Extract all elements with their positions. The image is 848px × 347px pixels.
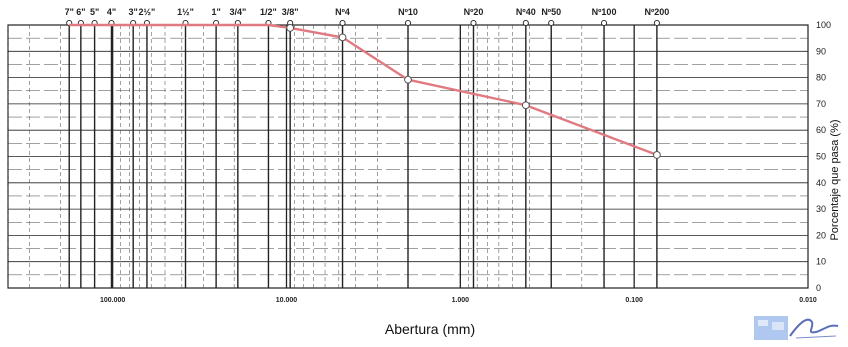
- y-tick-label: 10: [816, 257, 826, 267]
- y-tick-label: 60: [816, 125, 826, 135]
- sieve-marker: [404, 19, 412, 27]
- sieve-marker: [653, 19, 660, 27]
- data-point: [286, 23, 295, 32]
- sieve-label: Nº40: [516, 7, 536, 17]
- sieve-label: 6": [76, 7, 85, 17]
- y-tick-labels: 0 10 20 30 40 50 60 70 80 90 100: [816, 20, 831, 293]
- y-tick-label: 40: [816, 178, 826, 188]
- y-tick-label: 70: [816, 99, 826, 109]
- y-tick-label: 50: [816, 152, 826, 162]
- sieve-label: 3": [129, 7, 138, 17]
- x-axis-title: Abertura (mm): [385, 321, 475, 337]
- sieve-marker: [522, 19, 529, 27]
- data-point: [338, 33, 347, 42]
- data-point: [521, 101, 530, 110]
- grid: [7, 24, 809, 289]
- sieve-label: Nº20: [464, 7, 484, 17]
- sieve-labels: 7" 6" 5" 4" 3" 2½" 1½" 1" 3/4" 1/2" 3/8" Nº4 Nº10 Nº2…: [65, 7, 669, 27]
- x-tick-label: 100.000: [100, 297, 125, 304]
- sieve-label: 1": [211, 7, 220, 17]
- series-polyline: [69, 23, 658, 157]
- sieve-label: Nº4: [335, 7, 350, 17]
- sieve-label: 4": [107, 7, 116, 17]
- y-tick-label: 30: [816, 204, 826, 214]
- x-tick-label: 10.000: [276, 297, 298, 304]
- sieve-label: Nº50: [541, 7, 561, 17]
- data-point: [404, 75, 412, 84]
- y-tick-label: 90: [816, 46, 826, 56]
- sieve-label: Nº200: [644, 7, 669, 17]
- y-tick-label: 20: [816, 230, 826, 240]
- sieve-label: 5": [90, 7, 99, 17]
- sieve-label: 3/4": [229, 7, 246, 17]
- sieve-marker: [470, 19, 477, 27]
- sieve-label: Nº10: [398, 7, 418, 17]
- sieve-label: 3/8": [282, 7, 299, 17]
- sieve-marker: [601, 19, 608, 27]
- sieve-label: 1½": [177, 7, 194, 17]
- signature-stamp-icon: [752, 312, 840, 342]
- sieve-marker: [339, 19, 346, 27]
- sieve-marker: [548, 19, 555, 27]
- x-tick-labels: 100.000 10.000 1.000 0.100 0.010: [100, 297, 817, 304]
- x-tick-label: 0.010: [799, 297, 817, 304]
- y-tick-label: 100: [816, 20, 831, 30]
- y-tick-label: 80: [816, 73, 826, 83]
- sieve-label: Nº100: [592, 7, 617, 17]
- sieve-label: 2½": [139, 7, 156, 17]
- y-axis-title: Porcentaje que pasa (%): [829, 119, 841, 240]
- y-tick-label: 0: [816, 283, 821, 293]
- sieve-label: 1/2": [260, 7, 277, 17]
- series-line: [69, 23, 661, 159]
- data-point: [652, 151, 661, 159]
- sieve-label: 7": [65, 7, 74, 17]
- x-tick-label: 1.000: [452, 297, 470, 304]
- x-tick-label: 0.100: [625, 297, 643, 304]
